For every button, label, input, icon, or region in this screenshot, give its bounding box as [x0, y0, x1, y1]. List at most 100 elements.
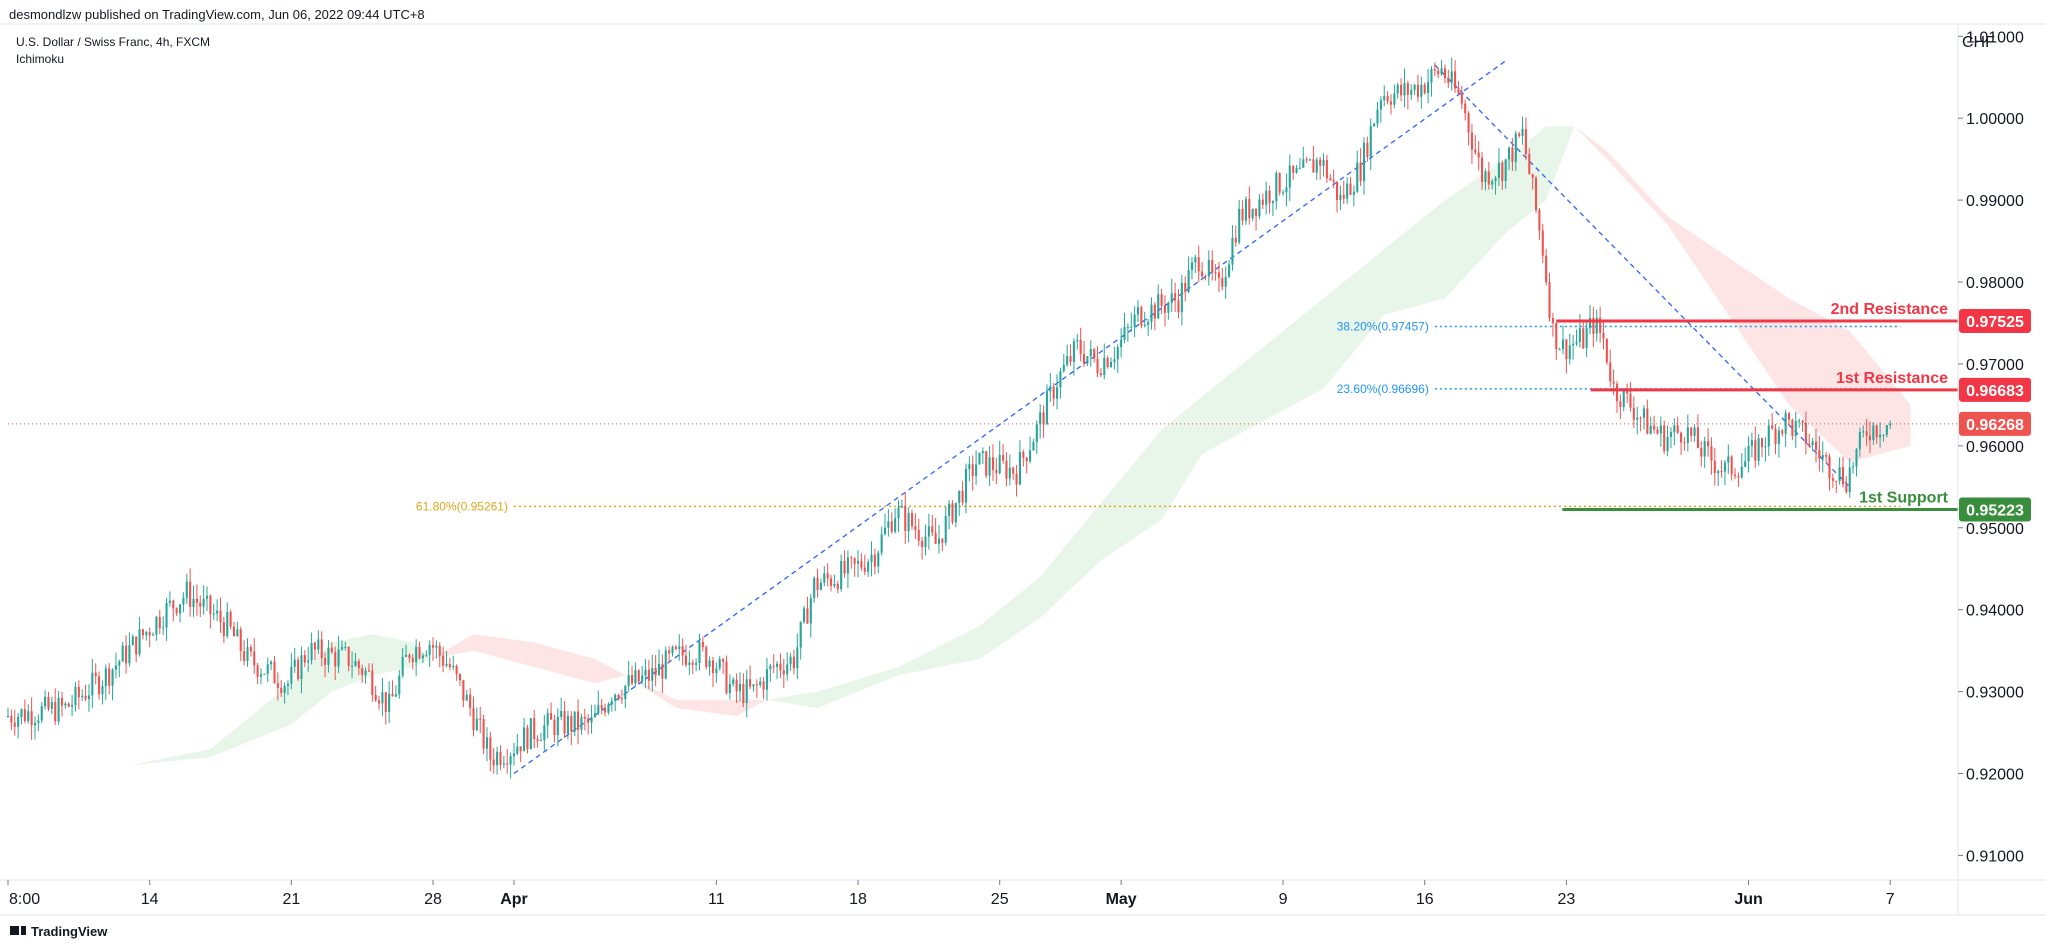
candle[interactable]: [148, 627, 151, 648]
candle[interactable]: [1457, 81, 1460, 96]
candle[interactable]: [1136, 300, 1140, 323]
trendline[interactable]: [1434, 64, 1851, 488]
candle[interactable]: [1416, 75, 1420, 102]
candle[interactable]: [1757, 433, 1760, 466]
candle[interactable]: [1693, 424, 1696, 442]
candle[interactable]: [168, 591, 171, 607]
candle[interactable]: [1265, 181, 1268, 215]
candle[interactable]: [536, 735, 539, 748]
candle[interactable]: [1454, 59, 1457, 93]
candle[interactable]: [819, 578, 822, 591]
candle[interactable]: [418, 641, 421, 660]
candle[interactable]: [438, 642, 441, 668]
candle[interactable]: [968, 456, 971, 482]
candle[interactable]: [1420, 76, 1423, 109]
candle[interactable]: [1035, 420, 1038, 455]
candle[interactable]: [1467, 111, 1470, 146]
candle[interactable]: [297, 656, 300, 681]
candle[interactable]: [1443, 64, 1447, 84]
candle[interactable]: [897, 500, 900, 533]
candle[interactable]: [833, 574, 836, 588]
candle[interactable]: [573, 711, 576, 737]
candle[interactable]: [543, 714, 546, 751]
candle[interactable]: [988, 446, 991, 486]
candle[interactable]: [222, 616, 225, 644]
candle[interactable]: [728, 674, 731, 700]
candle[interactable]: [1305, 156, 1308, 164]
candle[interactable]: [1261, 193, 1264, 210]
candle[interactable]: [1109, 357, 1113, 368]
candle[interactable]: [489, 731, 492, 772]
candle[interactable]: [590, 704, 593, 734]
candle[interactable]: [1676, 416, 1679, 435]
candle[interactable]: [762, 677, 765, 700]
candle[interactable]: [745, 669, 748, 718]
candle[interactable]: [33, 716, 37, 740]
candle[interactable]: [1686, 414, 1689, 452]
candle[interactable]: [657, 649, 661, 676]
candle[interactable]: [684, 644, 688, 668]
candle[interactable]: [924, 524, 927, 556]
candle[interactable]: [391, 680, 394, 697]
candle[interactable]: [324, 652, 327, 678]
candle[interactable]: [1379, 96, 1382, 123]
candle[interactable]: [1491, 178, 1494, 190]
candle[interactable]: [789, 652, 792, 671]
candle[interactable]: [290, 652, 293, 690]
candle[interactable]: [266, 657, 269, 683]
candle[interactable]: [664, 646, 667, 680]
candle[interactable]: [1150, 297, 1153, 330]
candle[interactable]: [1207, 250, 1210, 286]
candle[interactable]: [1511, 138, 1514, 171]
candle[interactable]: [84, 684, 87, 702]
candle[interactable]: [863, 554, 866, 576]
candle[interactable]: [975, 450, 978, 485]
candle[interactable]: [1319, 156, 1322, 180]
candle[interactable]: [883, 513, 887, 536]
candle[interactable]: [850, 555, 853, 569]
candle[interactable]: [711, 657, 715, 688]
candle[interactable]: [1585, 319, 1588, 358]
candle[interactable]: [1295, 164, 1298, 174]
candle[interactable]: [1025, 456, 1028, 474]
candle[interactable]: [286, 680, 290, 696]
candle[interactable]: [1767, 419, 1770, 456]
candle[interactable]: [1298, 158, 1301, 170]
candle[interactable]: [560, 697, 563, 721]
candle[interactable]: [1413, 83, 1416, 95]
candle[interactable]: [1248, 186, 1251, 225]
candle[interactable]: [1079, 327, 1082, 362]
candle[interactable]: [1474, 135, 1477, 155]
candle[interactable]: [209, 594, 212, 629]
candle[interactable]: [1629, 381, 1632, 412]
candle[interactable]: [1258, 194, 1261, 220]
candle[interactable]: [394, 685, 397, 698]
candle[interactable]: [1312, 145, 1315, 173]
candle[interactable]: [118, 659, 121, 678]
candle[interactable]: [1572, 335, 1575, 360]
candle[interactable]: [1696, 414, 1699, 449]
candle[interactable]: [1534, 175, 1538, 214]
candle[interactable]: [954, 502, 957, 528]
candle[interactable]: [121, 641, 124, 662]
candle[interactable]: [307, 646, 310, 672]
candle[interactable]: [641, 665, 644, 685]
candle[interactable]: [1157, 284, 1160, 319]
candle[interactable]: [1555, 322, 1558, 360]
candle[interactable]: [836, 580, 839, 594]
candle[interactable]: [1521, 116, 1524, 145]
candle[interactable]: [17, 712, 20, 739]
candle[interactable]: [1099, 368, 1102, 378]
candle[interactable]: [1143, 311, 1146, 328]
candle[interactable]: [37, 714, 40, 732]
candle[interactable]: [570, 711, 573, 746]
candle[interactable]: [1214, 264, 1217, 281]
candle[interactable]: [351, 651, 354, 679]
candle[interactable]: [310, 632, 313, 665]
candle[interactable]: [1393, 84, 1396, 109]
candle[interactable]: [1514, 130, 1517, 171]
candle[interactable]: [1076, 334, 1079, 350]
candle[interactable]: [1052, 382, 1055, 407]
candle[interactable]: [374, 685, 377, 702]
candle[interactable]: [1626, 383, 1629, 403]
